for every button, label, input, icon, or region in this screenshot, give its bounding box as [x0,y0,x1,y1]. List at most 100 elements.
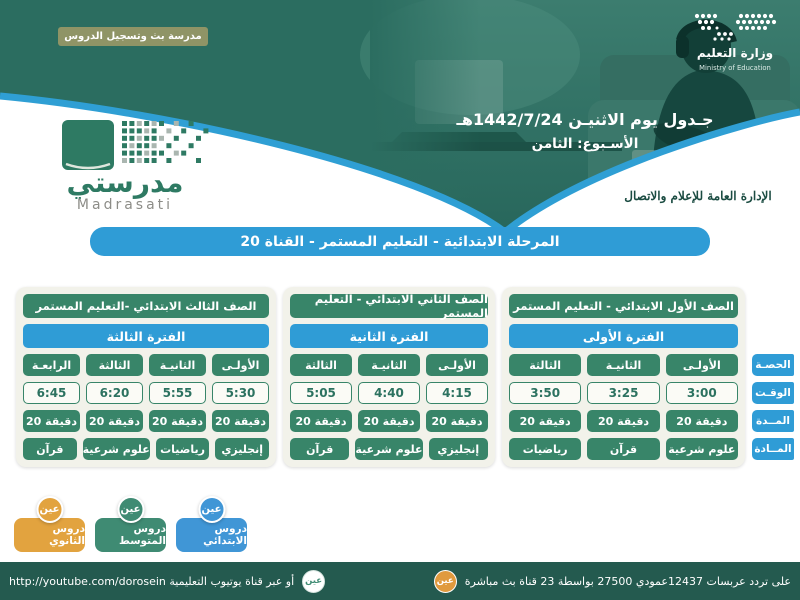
duration-cell: 20 دقيقة [86,410,143,432]
moe-dots-icon [694,13,777,41]
ministry-name-ar: وزارة التعليم [697,46,773,61]
grade1-periods-row: الأولـى الثانيـة الثالثة [509,354,738,376]
time-cell: 3:50 [509,382,582,404]
ain-badge-icon: عين [433,569,457,593]
subject-cell: قرآن [587,438,660,460]
subject-cell: قرآن [22,438,77,460]
madrasati-logo-icon [62,120,209,170]
grade3-subjects-row: إنجليزي رياضيات علوم شرعية قرآن [22,438,269,460]
duration-cell: 20 دقيقة [212,410,269,432]
period-cell: الأولـى [426,354,488,376]
secondary-lessons-label: دروس الثانوي [14,518,85,552]
madrasati-wordmark: مدرستي Madrasati [40,166,210,213]
youtube-link-text[interactable]: أو عبر قناة يوتيوب التعليمية http://yout… [9,574,295,588]
schedule-date: جـدول يوم الاثنيـن 1442/7/24هـ [456,110,714,129]
grade2-table: الصف الثاني الابتدائي - التعليم المستمر … [283,287,495,467]
duration-cell: 20 دقيقة [587,410,660,432]
period-cell: الثالثة [290,354,352,376]
secondary-lessons-button[interactable]: عين دروس الثانوي [14,496,85,554]
duration-cell: 20 دقيقة [509,410,582,432]
period-cell: الأولـى [212,354,269,376]
grade1-period-header: الفترة الأولى [509,324,738,348]
ain-badge-icon: عين [198,496,225,523]
period-cell: الثالثة [509,354,582,376]
schedule-title: جـدول يوم الاثنيـن 1442/7/24هـ الأسـبوع:… [420,110,750,152]
grade2-period-header: الفترة الثانية [290,324,488,348]
time-cell: 6:45 [23,382,80,404]
grade3-table: الصف الثالث الابتدائي -التعليم المستمر ا… [16,287,276,467]
subject-cell: رياضيات [155,438,210,460]
pixel-trail-icon [122,121,209,163]
time-cell: 6:20 [86,382,143,404]
footer-bar: على تردد عربسات 12437عمودي 27500 بواسطة … [0,562,800,600]
grade1-subjects-row: علوم شرعية قرآن رياضيات [509,438,738,460]
grade2-header: الصف الثاني الابتدائي - التعليم المستمر [290,292,488,320]
grade3-periods-row: الأولـى الثانيـة الثالثة الرابعـة [23,354,269,376]
time-cell: 5:05 [290,382,352,404]
period-cell: الثانيـة [149,354,206,376]
grade2-subjects-row: إنجليزي علوم شرعية قرآن [289,438,488,460]
madrasati-en: Madrasati [76,196,174,213]
grade1-table: الصف الأول الابتدائي - التعليم المستمر ا… [502,287,745,467]
middle-lessons-label: دروس المتوسط [95,518,166,552]
grade2-periods-row: الأولـى الثانيـة الثالثة [290,354,488,376]
elementary-lessons-label: دروس الابتدائي [176,518,247,552]
time-cell: 3:00 [665,382,738,404]
ain-badge-icon: عين [302,569,326,593]
header-banner: وزارة التعليم Ministry of Education [0,0,800,237]
broadcast-ribbon: مدرسة بث وتسجيل الدروس [58,27,208,46]
satellite-info-group: على تردد عربسات 12437عمودي 27500 بواسطة … [433,569,791,593]
duration-cell: 20 دقيقة [426,410,488,432]
row-label-time: الوقـت [752,382,794,404]
period-cell: الثانيـة [358,354,420,376]
row-label-period: الحصـة [752,354,794,376]
ministry-name-en: Ministry of Education [699,64,771,72]
grade1-durations-row: 20 دقيقة 20 دقيقة 20 دقيقة [509,410,738,432]
ain-channel-buttons: عين دروس الابتدائي عين دروس المتوسط عين … [14,496,247,554]
stage-channel-banner: المرحلة الابتدائية - التعليم المستمر - ا… [90,227,710,256]
subject-cell: إنجليزي [215,438,269,460]
grade3-header: الصف الثالث الابتدائي -التعليم المستمر [23,294,269,318]
schedule-tables: الحصـة الوقـت المــدة المــادة الصف الأو… [0,287,800,467]
row-label-duration: المــدة [752,410,794,432]
period-cell: الأولـى [665,354,738,376]
duration-cell: 20 دقيقة [665,410,738,432]
satellite-info-text: على تردد عربسات 12437عمودي 27500 بواسطة … [464,574,791,588]
time-cell: 4:40 [358,382,420,404]
subject-cell: علوم شرعية [355,438,423,460]
time-cell: 5:55 [149,382,206,404]
grade2-times-row: 4:15 4:40 5:05 [290,382,488,404]
grade1-times-row: 3:00 3:25 3:50 [509,382,738,404]
duration-cell: 20 دقيقة [149,410,206,432]
youtube-info-group: عين أو عبر قناة يوتيوب التعليمية http://… [9,569,326,593]
row-label-subject: المــادة [752,438,794,460]
time-cell: 5:30 [212,382,269,404]
media-department-calligraphy: الإدارة العامة للإعلام والاتصال [624,189,772,203]
grade3-times-row: 5:30 5:55 6:20 6:45 [23,382,269,404]
period-cell: الثانيـة [587,354,660,376]
subject-cell: إنجليزي [428,438,488,460]
ministry-of-education-logo: وزارة التعليم Ministry of Education [694,13,777,72]
grade3-period-header: الفترة الثالثة [23,324,269,348]
blue-curve [0,92,800,237]
ain-badge-icon: عين [36,496,63,523]
grade2-durations-row: 20 دقيقة 20 دقيقة 20 دقيقة [290,410,488,432]
duration-cell: 20 دقيقة [290,410,352,432]
duration-cell: 20 دقيقة [23,410,80,432]
time-cell: 3:25 [587,382,660,404]
ain-badge-icon: عين [117,496,144,523]
time-cell: 4:15 [426,382,488,404]
grade1-header: الصف الأول الابتدائي - التعليم المستمر [509,294,738,318]
madrasati-ar: مدرستي [66,166,184,199]
grade3-durations-row: 20 دقيقة 20 دقيقة 20 دقيقة 20 دقيقة [23,410,269,432]
schedule-week: الأسـبوع: الثامن [531,136,639,152]
subject-cell: رياضيات [509,438,582,460]
subject-cell: علوم شرعية [665,438,738,460]
period-cell: الرابعـة [23,354,80,376]
middle-lessons-button[interactable]: عين دروس المتوسط [95,496,166,554]
elementary-lessons-button[interactable]: عين دروس الابتدائي [176,496,247,554]
subject-cell: قرآن [289,438,350,460]
subject-cell: علوم شرعية [82,438,150,460]
period-cell: الثالثة [86,354,143,376]
